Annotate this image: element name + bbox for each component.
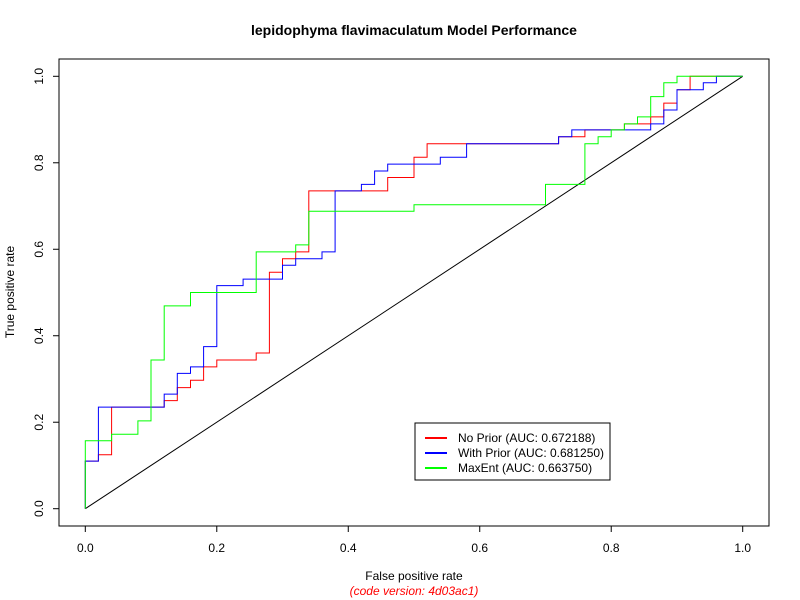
legend-no-prior-label: No Prior (AUC: 0.672188) [458, 431, 595, 445]
y-axis: 0.0 0.2 0.4 0.6 0.8 1.0 [32, 68, 59, 517]
y-tick-label: 0.2 [32, 414, 46, 431]
y-tick-label: 0.6 [32, 241, 46, 258]
legend-box [414, 422, 611, 481]
x-axis: 0.0 0.2 0.4 0.6 0.8 1.0 [77, 526, 751, 555]
x-tick-label: 1.0 [734, 541, 751, 555]
legend: No Prior (AUC: 0.672188)With Prior (AUC:… [414, 422, 611, 481]
x-tick-label: 0.4 [340, 541, 357, 555]
x-tick-label: 0.2 [208, 541, 225, 555]
y-tick-label: 0.8 [32, 154, 46, 171]
x-tick-label: 0.6 [471, 541, 488, 555]
y-tick-label: 1.0 [32, 68, 46, 85]
x-tick-label: 0.8 [603, 541, 620, 555]
maxent-roc-line [84, 75, 743, 509]
chance-diagonal-line [85, 75, 743, 510]
plot-frame [58, 58, 770, 527]
chart-title: lepidophyma flavimaculatum Model Perform… [251, 22, 577, 38]
legend-with-prior-label: With Prior (AUC: 0.681250) [458, 446, 604, 460]
series-layer [84, 75, 743, 509]
y-axis-label: True positive rate [3, 246, 17, 339]
y-tick-label: 0.4 [32, 327, 46, 344]
code-version-note: (code version: 4d03ac1) [350, 584, 479, 598]
x-axis-label: False positive rate [365, 569, 463, 583]
legend-maxent-label: MaxEnt (AUC: 0.663750) [458, 461, 592, 475]
with-prior-roc-line [84, 75, 743, 509]
x-tick-label: 0.0 [77, 541, 94, 555]
y-tick-label: 0.0 [32, 500, 46, 517]
